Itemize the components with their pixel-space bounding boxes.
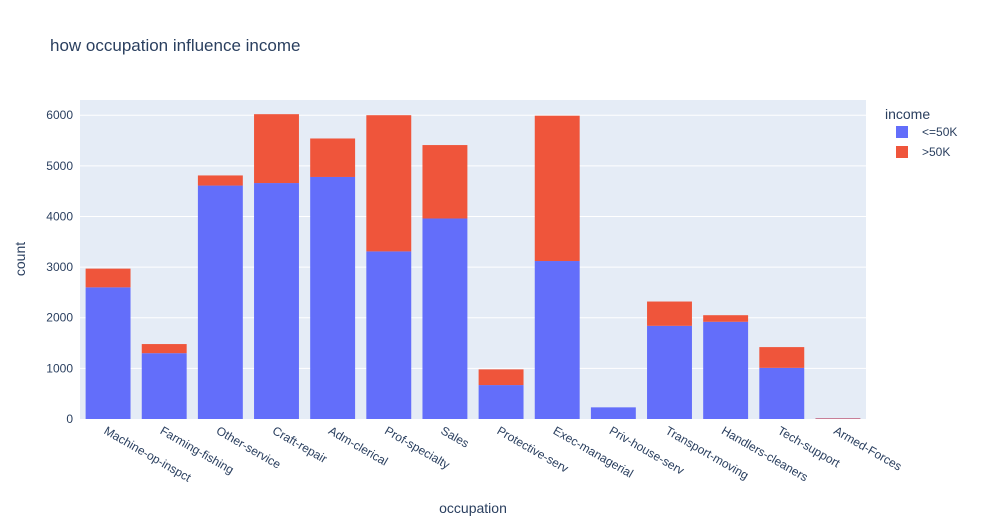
y-tick-label: 1000	[46, 361, 73, 375]
bar-segment	[366, 115, 412, 252]
bar-segment	[703, 321, 749, 419]
legend-item-label[interactable]: <=50K	[922, 125, 957, 139]
y-tick-label: 3000	[46, 260, 73, 274]
bar-segment	[815, 418, 861, 419]
bar-segment	[141, 353, 187, 419]
legend-swatch[interactable]	[896, 146, 908, 158]
bar-segment	[197, 185, 243, 419]
bar-segment	[534, 261, 580, 419]
bar-segment	[141, 344, 187, 354]
y-tick-label: 0	[66, 412, 73, 426]
y-tick-label: 4000	[46, 209, 73, 223]
bar-segment	[85, 268, 131, 288]
chart-title: how occupation influence income	[50, 36, 300, 55]
bar-segment	[197, 175, 243, 186]
y-tick-label: 2000	[46, 311, 73, 325]
y-tick-label: 5000	[46, 159, 73, 173]
legend-item-label[interactable]: >50K	[922, 145, 950, 159]
x-tick-label: Armed-Forces	[831, 423, 904, 473]
bar-segment	[254, 183, 299, 419]
bar-segment	[422, 218, 468, 419]
legend-swatch[interactable]	[896, 126, 908, 138]
bar-segment	[310, 176, 356, 419]
bar-segment	[254, 114, 299, 184]
bar-segment	[815, 418, 861, 419]
bar-segment	[478, 369, 524, 386]
bar-segment	[703, 315, 749, 322]
x-tick-label: Sales	[438, 423, 471, 450]
legend: income <=50K >50K	[885, 106, 957, 159]
y-tick-label: 6000	[46, 108, 73, 122]
bar-segment	[590, 407, 636, 419]
y-axis-ticks: 0 1000 2000 3000 4000 5000 6000	[46, 108, 73, 426]
legend-title: income	[885, 106, 930, 122]
bar-segment	[422, 145, 468, 219]
bar-segment	[759, 367, 805, 419]
bars	[85, 114, 861, 419]
y-axis-title: count	[12, 242, 28, 276]
bar-segment	[647, 301, 692, 326]
bar-segment	[478, 385, 524, 419]
bar-segment	[366, 251, 412, 419]
x-tick-label: Adm-clerical	[326, 423, 390, 468]
bar-segment	[759, 347, 805, 368]
x-axis-ticks: Machine-op-inspctFarming-fishingOther-se…	[102, 423, 905, 484]
bar-segment	[534, 115, 580, 262]
bar-segment	[310, 138, 356, 177]
bar-segment	[85, 287, 131, 419]
x-axis-title: occupation	[439, 500, 507, 516]
bar-segment	[647, 325, 692, 419]
